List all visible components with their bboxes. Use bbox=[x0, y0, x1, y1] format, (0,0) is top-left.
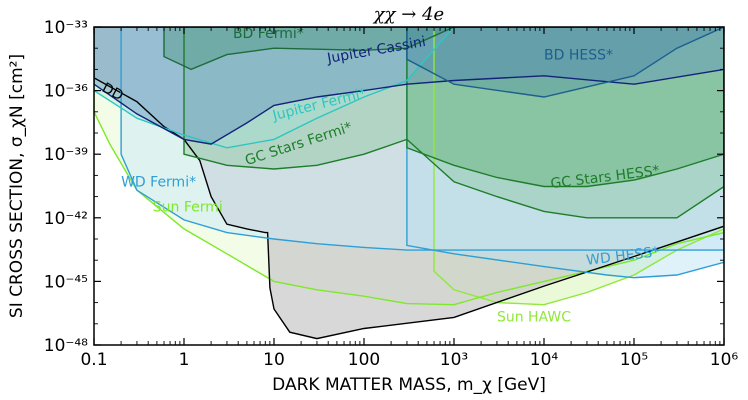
curve-sun-hawc bbox=[433, 27, 724, 306]
y-axis: 10⁻³³ 10⁻³⁶ 10⁻³⁹ 10⁻⁴² 10⁻⁴⁵ 10⁻⁴⁸ bbox=[44, 18, 724, 356]
x-axis: 0.1 1 10 100 10³ 10⁴ 10⁵ 10⁶ bbox=[80, 27, 738, 370]
area-gc-stars-fermi bbox=[184, 27, 724, 218]
x-tick-label: 10³ bbox=[440, 350, 468, 370]
curve-wd-hess bbox=[406, 27, 724, 279]
series-areas bbox=[94, 27, 724, 339]
label-sun-fermi: Sun Fermi bbox=[153, 199, 223, 215]
y-tick-label: 10⁻³⁹ bbox=[44, 145, 88, 165]
area-bd-fermi bbox=[164, 27, 454, 70]
curve-wd-fermi bbox=[120, 27, 724, 251]
y-axis-label: SI CROSS SECTION, σ_χN [cm²] bbox=[7, 54, 27, 318]
area-wd-fermi bbox=[121, 27, 724, 251]
plot-frame bbox=[93, 26, 725, 346]
area-wd-hess bbox=[406, 27, 724, 278]
series-curves bbox=[94, 27, 724, 340]
curve-gc-stars-hess bbox=[406, 27, 724, 188]
y-tick-label: 10⁻⁴⁵ bbox=[44, 272, 88, 292]
area-jupiter-cassini bbox=[94, 27, 724, 145]
x-tick-label: 10⁵ bbox=[620, 350, 648, 370]
curve-bd-hess bbox=[406, 27, 724, 98]
x-tick-label: 10 bbox=[263, 350, 285, 370]
x-axis-label: DARK MATTER MASS, m_χ [GeV] bbox=[272, 375, 546, 395]
label-bd-fermi: BD Fermi* bbox=[233, 26, 304, 42]
x-tick-label: 1 bbox=[179, 350, 190, 370]
curve-jupiter-fermi bbox=[94, 27, 455, 149]
y-tick-label: 10⁻³³ bbox=[44, 18, 88, 38]
x-tick-label: 10⁶ bbox=[710, 350, 739, 370]
curve-gc-stars-fermi bbox=[183, 27, 724, 219]
y-tick-label: 10⁻⁴⁸ bbox=[44, 336, 88, 356]
x-tick-label: 10⁴ bbox=[530, 350, 559, 370]
label-wd-fermi: WD Fermi* bbox=[121, 174, 196, 190]
label-bd-hess: BD HESS* bbox=[544, 47, 613, 63]
y-tick-label: 10⁻³⁶ bbox=[44, 82, 88, 102]
curve-jupiter-cassini bbox=[94, 27, 724, 145]
area-gc-stars-hess bbox=[406, 27, 724, 187]
x-tick-label: 100 bbox=[348, 350, 380, 370]
label-sun-hawc: Sun HAWC bbox=[497, 309, 571, 325]
curve-dd bbox=[94, 27, 724, 340]
curve-bd-fermi bbox=[163, 27, 455, 71]
y-tick-label: 10⁻⁴² bbox=[44, 209, 88, 229]
x-tick-label: 0.1 bbox=[80, 350, 107, 370]
chart-title: χχ → 4e bbox=[372, 4, 444, 25]
